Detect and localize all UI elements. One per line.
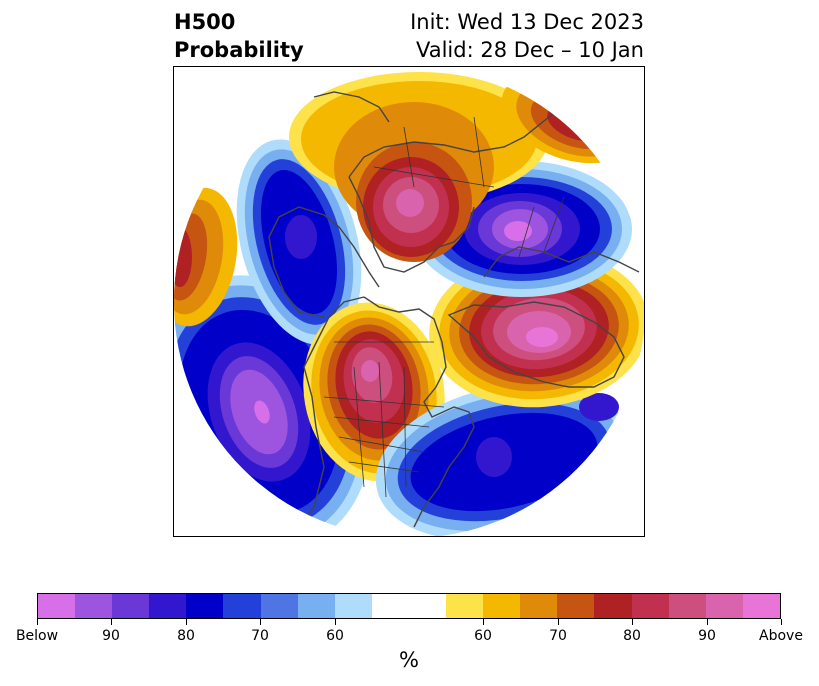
colorbar-tick bbox=[37, 619, 38, 625]
title-right: Init: Wed 13 Dec 2023 Valid: 28 Dec – 10… bbox=[410, 8, 644, 64]
title-left: H500 Probability bbox=[174, 8, 304, 64]
colorbar-tick bbox=[186, 619, 187, 625]
colorbar-tick bbox=[335, 619, 336, 625]
colorbar-swatch bbox=[483, 594, 521, 618]
colorbar-swatch bbox=[75, 594, 113, 618]
colorbar-tick-label: Above bbox=[759, 628, 803, 644]
colorbar-tick bbox=[483, 619, 484, 625]
colorbar-tick bbox=[260, 619, 261, 625]
colorbar-swatch bbox=[334, 594, 372, 618]
anomaly-below-western-canada bbox=[236, 139, 362, 345]
colorbar-swatch bbox=[186, 594, 224, 618]
colorbar-swatch bbox=[149, 594, 187, 618]
colorbar-swatch bbox=[668, 594, 706, 618]
colorbar-swatch bbox=[742, 594, 780, 618]
colorbar-unit-label: % bbox=[399, 648, 419, 672]
anomaly-below-scandinavia bbox=[412, 161, 632, 297]
colorbar-tick-label: Below bbox=[15, 628, 59, 644]
colorbar-tick bbox=[632, 619, 633, 625]
colorbar-swatch bbox=[594, 594, 632, 618]
political-borders bbox=[323, 116, 565, 498]
colorbar-swatch bbox=[557, 594, 595, 618]
colorbar-tick-label: 70 bbox=[251, 628, 269, 644]
colorbar-swatch bbox=[260, 594, 298, 618]
colorbar-tick bbox=[111, 619, 112, 625]
map-panel bbox=[173, 66, 645, 537]
colorbar-tick-label: 90 bbox=[102, 628, 120, 644]
colorbar-swatch bbox=[631, 594, 669, 618]
colorbar-swatch bbox=[112, 594, 150, 618]
colorbar-tick bbox=[781, 619, 782, 625]
colorbar-swatch bbox=[371, 594, 409, 618]
colorbar-tick-label: 60 bbox=[326, 628, 344, 644]
title-field: Probability bbox=[174, 38, 304, 62]
valid-period: Valid: 28 Dec – 10 Jan bbox=[415, 38, 644, 62]
colorbar-swatch bbox=[297, 594, 335, 618]
colorbar-tick bbox=[707, 619, 708, 625]
colorbar-swatch bbox=[38, 594, 76, 618]
title-product: H500 bbox=[174, 10, 236, 34]
init-time: Init: Wed 13 Dec 2023 bbox=[410, 10, 644, 34]
colorbar-tick-label: 60 bbox=[474, 628, 492, 644]
colorbar-swatch bbox=[408, 594, 447, 618]
colorbar bbox=[37, 593, 781, 619]
colorbar-tick-label: 70 bbox=[549, 628, 567, 644]
colorbar-tick-label: 90 bbox=[698, 628, 716, 644]
colorbar-tick-label: 80 bbox=[623, 628, 641, 644]
probability-map bbox=[174, 67, 644, 536]
colorbar-swatch bbox=[446, 594, 484, 618]
colorbar-tick bbox=[558, 619, 559, 625]
anomaly-above-greenland bbox=[429, 250, 644, 408]
colorbar-swatch bbox=[520, 594, 558, 618]
colorbar-swatch bbox=[705, 594, 743, 618]
colorbar-swatch bbox=[223, 594, 261, 618]
anomaly-above-eastern-siberia bbox=[289, 72, 549, 262]
colorbar-tick-label: 80 bbox=[177, 628, 195, 644]
